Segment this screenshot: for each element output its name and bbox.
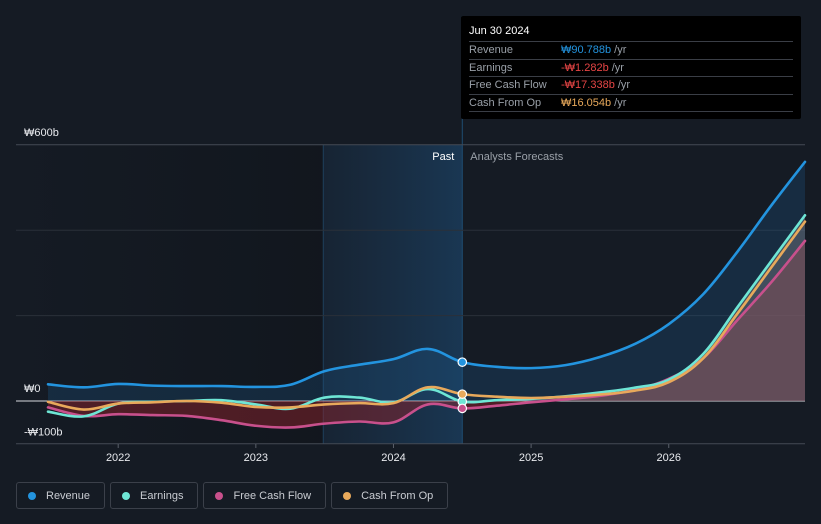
series-lines [46, 160, 807, 429]
free-cash-flow-marker [457, 403, 468, 414]
tooltip-row-revenue: Revenue ₩90.788b /yr [469, 42, 793, 60]
x-tick-label-2025: 2025 [519, 452, 543, 464]
legend-item-cash-from-op[interactable]: Cash From Op [331, 482, 449, 509]
legend-item-revenue[interactable]: Revenue [16, 482, 106, 509]
axis-text: ₩600b ₩0 -₩100b 2022 2023 2024 2025 2026… [24, 127, 681, 464]
revenue-line [46, 160, 807, 389]
forecast-region-label: Analysts Forecasts [470, 151, 563, 163]
tooltip-unit: /yr [614, 96, 627, 109]
legend-label: Cash From Op [361, 489, 434, 502]
x-tick-label-2023: 2023 [244, 452, 268, 464]
legend-label: Earnings [140, 489, 184, 502]
tooltip-value: -₩17.338b [561, 79, 615, 91]
tooltip-value: -₩1.282b [561, 61, 609, 74]
y-tick-label-neg100: -₩100b [24, 427, 63, 439]
tooltip-unit: /yr [617, 79, 631, 91]
tooltip-row-earnings: Earnings -₩1.282b /yr [469, 60, 793, 77]
legend-item-earnings[interactable]: Earnings [110, 482, 199, 509]
tooltip-unit: /yr [611, 61, 624, 74]
past-shade [16, 145, 324, 444]
y-tick-label-600: ₩600b [24, 127, 59, 139]
x-tick-label-2026: 2026 [656, 452, 680, 464]
cash-from-op-dot-icon [343, 491, 352, 500]
cash-from-op-marker [457, 389, 468, 399]
revenue-dot-icon [28, 491, 36, 500]
revenue-marker [457, 357, 468, 367]
tooltip-label: Cash From Op [469, 96, 542, 109]
past-region-label: Past [432, 151, 454, 163]
tooltip-row-free-cash-flow: Free Cash Flow -₩17.338b /yr [469, 77, 793, 95]
chart-background-layer [16, 16, 463, 444]
free-cash-flow-area [48, 240, 805, 428]
legend: Revenue Earnings Free Cash Flow Cash Fro… [16, 482, 449, 509]
tooltip-unit: /yr [614, 44, 627, 56]
cash-from-op-line [46, 220, 807, 411]
y-tick-label-0: ₩0 [24, 383, 41, 395]
legend-label: Free Cash Flow [233, 489, 312, 502]
earnings-dot-icon [122, 491, 131, 500]
x-tick-label-2022: 2022 [106, 452, 130, 464]
revenue-area [48, 161, 805, 401]
free-cash-flow-dot-icon [215, 491, 224, 500]
legend-label: Revenue [46, 489, 91, 502]
highlight-markers [457, 357, 468, 414]
tooltip-value: ₩16.054b [561, 96, 612, 109]
tooltip-value: ₩90.788b [561, 44, 612, 56]
tooltip-date: Jun 30 2024 [469, 24, 793, 42]
series-areas [48, 161, 805, 428]
x-tick-label-2024: 2024 [381, 452, 405, 464]
tooltip-row-cash-from-op: Cash From Op ₩16.054b /yr [469, 95, 793, 112]
legend-item-free-cash-flow[interactable]: Free Cash Flow [203, 482, 327, 509]
tooltip-label: Free Cash Flow [469, 79, 547, 91]
tooltip: Jun 30 2024 Revenue ₩90.788b /yr Earning… [461, 16, 801, 119]
tooltip-label: Revenue [469, 44, 514, 56]
earnings-forecast-area [462, 215, 805, 401]
tooltip-label: Earnings [469, 61, 513, 74]
past-highlight-region [323, 145, 463, 444]
